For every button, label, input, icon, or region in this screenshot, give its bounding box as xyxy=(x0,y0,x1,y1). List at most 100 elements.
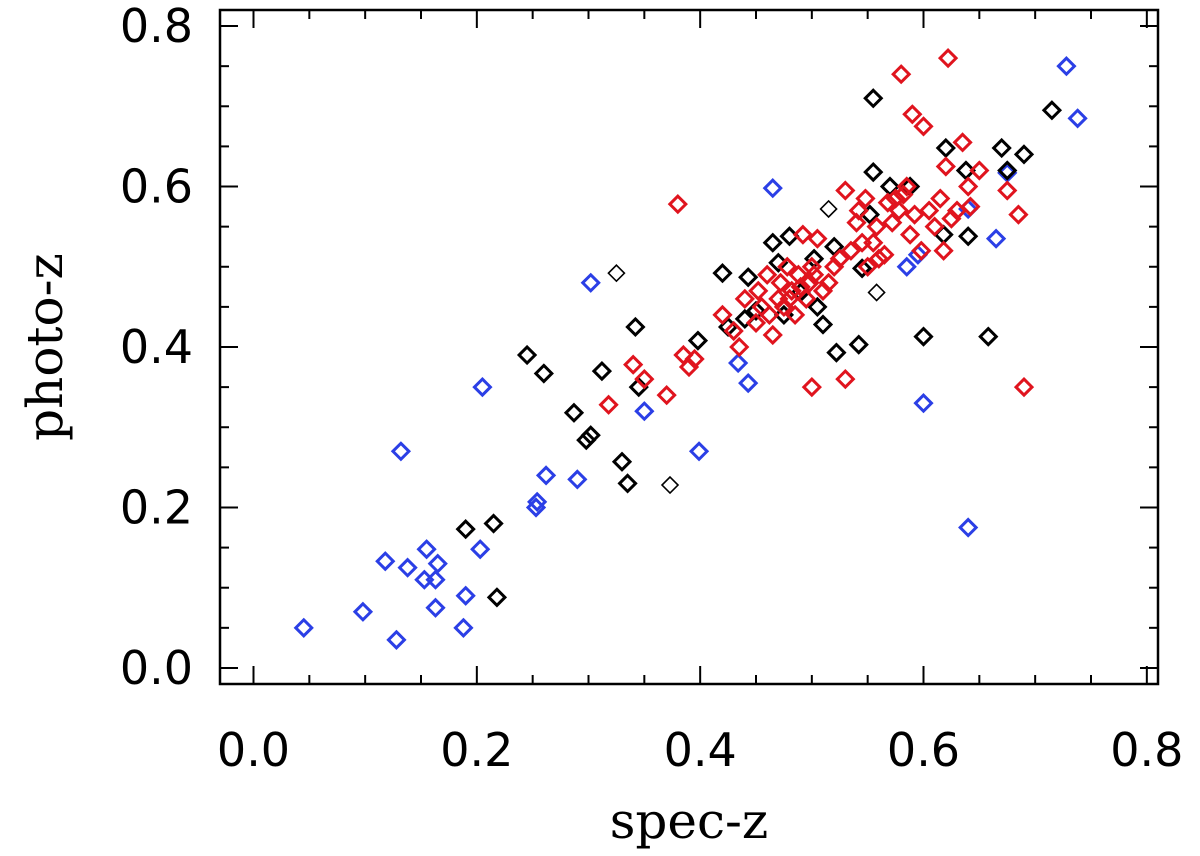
x-tick-label: 0.0 xyxy=(217,723,290,777)
data-point-red xyxy=(796,288,817,309)
data-point-blue xyxy=(535,465,557,486)
y-tick-labels: 0.0 0.2 0.4 0.6 0.8 xyxy=(120,0,193,695)
data-point-black xyxy=(625,316,646,338)
x-tick-label: 0.6 xyxy=(887,723,960,777)
data-point-red xyxy=(882,212,903,233)
data-point-red xyxy=(824,256,845,277)
data-point-black xyxy=(516,344,538,366)
data-point-black xyxy=(580,425,601,446)
y-tick-label: 0.2 xyxy=(120,480,193,534)
data-point-red xyxy=(960,196,981,217)
data-point-red xyxy=(812,280,834,301)
data-point-black xyxy=(734,308,755,330)
data-point-blue xyxy=(1067,108,1088,129)
x-tick-label: 0.4 xyxy=(664,723,737,777)
data-point-black xyxy=(768,252,789,273)
data-point-red xyxy=(734,288,755,309)
data-point-red xyxy=(933,240,954,261)
data-point-blue xyxy=(688,441,710,462)
data-point-blue xyxy=(293,617,314,638)
data-point-blue xyxy=(527,491,548,512)
data-point-red xyxy=(969,160,990,181)
data-point-black xyxy=(762,232,783,253)
data-point-red xyxy=(913,116,934,137)
data-point-black xyxy=(933,224,954,245)
data-point-black xyxy=(955,160,977,181)
data-point-red xyxy=(935,156,956,177)
data-point-black xyxy=(807,296,828,318)
plot-frame xyxy=(218,8,1160,686)
data-point-blue xyxy=(390,441,412,462)
y-tick-label: 0.6 xyxy=(120,160,193,214)
data-point-red xyxy=(941,208,962,229)
data-point-red xyxy=(656,385,677,406)
data-point-black xyxy=(745,300,767,322)
data-point-red xyxy=(930,188,951,209)
data-point-red xyxy=(801,376,822,398)
data-point-black-thin xyxy=(607,264,626,283)
data-point-red xyxy=(723,320,744,342)
y-tick-label: 0.0 xyxy=(120,641,193,695)
data-point-red xyxy=(888,200,910,221)
x-axis-title: spec-z xyxy=(610,792,769,850)
data-point-red xyxy=(634,368,655,390)
data-point-black xyxy=(611,451,633,472)
data-point-black xyxy=(576,429,597,451)
data-point-black-thin xyxy=(867,283,886,302)
data-point-blue xyxy=(375,551,396,572)
plot-axes: 0.0 0.2 0.4 0.6 0.8 0.0 0.2 0.4 0.6 0.8 xyxy=(120,0,1184,777)
data-point-red xyxy=(899,224,921,245)
data-point-red xyxy=(762,324,783,346)
data-point-red xyxy=(896,176,917,197)
data-point-blue xyxy=(1056,56,1077,77)
data-point-black xyxy=(712,263,733,284)
data-point-red xyxy=(855,188,876,209)
axis-ticks xyxy=(220,10,1158,684)
data-point-blue xyxy=(470,539,491,560)
data-point-red xyxy=(623,354,644,375)
data-point-blue xyxy=(958,517,979,538)
data-point-blue xyxy=(896,256,917,277)
data-point-black xyxy=(935,137,956,159)
data-point-blue xyxy=(913,393,934,414)
data-point-blue xyxy=(985,228,1007,249)
data-point-blue xyxy=(567,469,588,490)
data-point-black xyxy=(483,513,504,534)
data-point-red xyxy=(777,256,798,277)
data-point-black xyxy=(486,587,508,608)
data-point-blue xyxy=(416,539,437,560)
data-point-blue xyxy=(472,376,493,398)
data-point-red xyxy=(781,280,802,301)
data-point-red xyxy=(1013,376,1035,398)
data-point-red xyxy=(757,264,778,285)
data-point-red xyxy=(997,180,1018,201)
data-point-black xyxy=(913,326,934,347)
data-point-black xyxy=(687,330,709,351)
data-point-black xyxy=(628,376,649,398)
data-point-red xyxy=(857,256,878,277)
data-point-red xyxy=(829,248,850,269)
data-point-red xyxy=(801,256,822,277)
data-point-red xyxy=(818,272,839,293)
data-point-red xyxy=(598,394,619,415)
data-point-red xyxy=(729,336,750,358)
data-point-red xyxy=(918,200,940,221)
data-point-red xyxy=(911,240,932,261)
data-point-red xyxy=(958,176,979,197)
x-tick-label: 0.8 xyxy=(1110,723,1183,777)
data-point-red xyxy=(891,64,912,85)
data-point-black xyxy=(826,342,847,363)
data-point-red xyxy=(759,304,780,326)
data-point-black xyxy=(851,258,873,279)
data-point-blue xyxy=(634,401,655,422)
data-point-red xyxy=(840,240,862,261)
data-point-red xyxy=(877,192,898,213)
data-point-black xyxy=(978,326,999,347)
data-point-black xyxy=(863,88,884,109)
data-point-black xyxy=(738,267,759,288)
data-point-red xyxy=(868,248,889,269)
data-point-red xyxy=(904,204,925,225)
data-point-black xyxy=(563,402,585,423)
data-point-blue xyxy=(455,585,476,606)
data-point-blue xyxy=(425,597,446,618)
